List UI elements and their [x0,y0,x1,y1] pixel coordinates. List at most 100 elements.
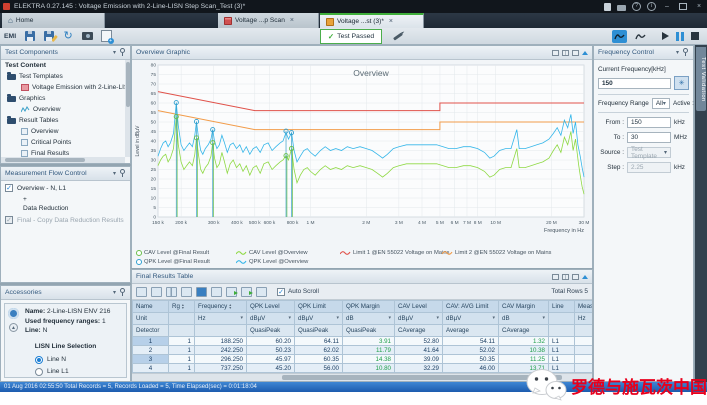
chevron-down-icon[interactable]: ▾ [112,50,116,56]
copy-icon[interactable] [136,286,147,297]
accessories-header[interactable]: Accessories ▾ [1,286,130,300]
legend-item[interactable]: QPK Level @Final Result [136,259,210,265]
maximize-button[interactable] [678,2,688,11]
legend-item[interactable]: QPK Level @Overview [236,259,308,265]
tree-item[interactable]: Result Tables [1,115,130,126]
pin-icon[interactable] [119,288,126,297]
overview-chart[interactable]: 0 5 10 15 20 25 30 35 40 45 50 55 60 65 70 75 80 150 k 200… [132,60,592,248]
lisn-line-option[interactable]: Line L1 [9,366,122,378]
help-icon[interactable]: ? [632,2,641,11]
flow-step[interactable]: ✓ Final - Copy Data Reduction Results [1,213,130,227]
table-dark-icon[interactable] [196,286,207,297]
vertical-scrollbar[interactable] [125,60,130,157]
col-header[interactable]: Meas B [574,300,592,313]
tree-item[interactable]: Overview [1,126,130,137]
current-frequency-input[interactable]: 150 [598,77,671,89]
pin-icon[interactable] [119,48,126,57]
notes-icon[interactable] [604,2,611,11]
refresh-button[interactable]: ↻ [63,29,73,42]
layout-icon[interactable] [552,273,559,280]
chevron-down-icon[interactable]: ▾ [112,290,116,296]
columns-icon[interactable] [562,273,569,280]
checkbox-checked-icon[interactable]: ✓ [5,216,13,224]
col-header[interactable]: Rg ▴ ▾ [168,300,195,313]
edit-pencil-button[interactable] [391,30,405,43]
unit-cell[interactable]: dB ▾ [342,312,395,325]
sort-icon[interactable] [211,286,222,297]
column-settings-icon[interactable] [166,286,177,297]
close-button[interactable]: × [696,3,702,10]
curve-tool-active-button[interactable] [611,29,627,43]
popout-icon[interactable] [572,273,579,280]
play-button[interactable] [661,32,669,40]
export-all-icon[interactable] [241,286,253,297]
auto-scroll-toggle[interactable]: ✓ Auto Scroll [277,287,319,296]
close-tab-icon[interactable]: × [388,18,394,25]
col-header[interactable]: Name [132,300,169,313]
col-header[interactable]: CAV Margin [498,300,549,313]
measurement-flow-header[interactable]: Measurement Flow Control ▾ [1,167,130,181]
chevron-down-icon[interactable]: ▾ [675,50,679,56]
col-header[interactable]: CAV: AVG Limit [442,300,499,313]
add-report-button[interactable] [99,30,114,44]
frequency-range-select[interactable]: All ▾ [651,98,670,109]
pause-button[interactable] [675,31,684,41]
legend-item[interactable]: Limit 2 @EN 55022 Voltage on Mains [442,250,551,256]
tab-test[interactable]: Voltage ...st (3)* × [320,13,424,28]
overview-graphic-header[interactable]: Overview Graphic [132,46,592,60]
flow-step[interactable]: ✓ Overview - N, L1 [1,181,130,195]
col-header[interactable]: Frequency ▴ ▾ [194,300,247,313]
horizontal-scrollbar[interactable] [1,157,125,163]
test-components-header[interactable]: Test Components ▾ [1,46,130,60]
close-tab-icon[interactable]: × [289,17,294,24]
export-icon[interactable] [226,286,238,297]
chevron-down-icon[interactable]: ▾ [112,171,116,177]
legend-item[interactable]: CAV Level @Overview [236,250,308,256]
frequency-control-header[interactable]: Frequency Control ▾ [594,46,693,60]
col-header[interactable]: QPK Limit [294,300,343,313]
align-icon[interactable] [256,286,267,297]
collapse-icon[interactable] [582,50,588,55]
radio-selected-icon[interactable] [35,355,43,364]
layout-icon[interactable] [552,49,559,56]
printer-icon[interactable] [617,4,626,11]
unit-cell[interactable]: dBµV ▾ [246,312,295,325]
columns-icon[interactable] [562,49,569,56]
test-validation-tab[interactable]: Test Validation [696,47,706,111]
table-row[interactable]: 3 1 296.250 45.97 60.35 14.38 39.09 50.35 11.25 L… [132,354,592,364]
unit-cell[interactable]: Hz ▾ [194,312,247,325]
table-horizontal-scrollbar[interactable] [132,373,592,381]
legend-item[interactable]: Limit 1 @EN 55022 Voltage on Mains [340,250,449,256]
collapse-icon[interactable] [582,274,588,279]
pin-icon[interactable] [682,48,689,57]
copy-all-icon[interactable] [151,286,162,297]
tree-item[interactable]: Graphics [1,93,130,104]
curve-tool-button[interactable] [633,30,648,43]
col-header[interactable]: QPK Margin [342,300,395,313]
tree-item[interactable]: Test Templates [1,71,130,82]
col-header[interactable]: Line [548,300,575,313]
col-header[interactable]: QPK Level [246,300,295,313]
tab-home[interactable]: ⌂ Home [2,13,105,28]
final-results-header[interactable]: Final Results Table [132,270,592,284]
table-row[interactable]: 2 1 242.250 50.23 62.02 11.79 41.64 52.02 10.38 L… [132,345,592,355]
collapse-up-button[interactable]: ▲ [9,323,18,332]
from-input[interactable]: 150 [627,117,671,128]
to-input[interactable]: 30 [627,132,671,143]
unit-cell[interactable]: dBµV ▾ [442,312,499,325]
save-as-button[interactable] [42,30,58,43]
pin-icon[interactable] [119,169,126,178]
stop-button[interactable] [690,32,699,40]
screenshot-button[interactable] [80,30,94,43]
tree-item[interactable]: Voltage Emission with 2-Line-LISN St [1,82,130,93]
info-icon[interactable]: i [647,2,656,11]
tree-item[interactable]: Final Results [1,148,130,159]
unit-cell[interactable]: dBµV ▾ [294,312,343,325]
popout-icon[interactable] [572,49,579,56]
unit-cell[interactable]: dB ▾ [498,312,549,325]
tab-scan[interactable]: Voltage ...p Scan × [218,13,319,28]
table-row[interactable]: 4 1 737.250 45.20 56.00 10.80 32.29 46.00 13.71 L… [132,363,592,373]
unit-cell[interactable]: dBµV ▾ [394,312,443,325]
minimize-button[interactable]: – [665,3,669,10]
save-button[interactable] [23,30,37,43]
